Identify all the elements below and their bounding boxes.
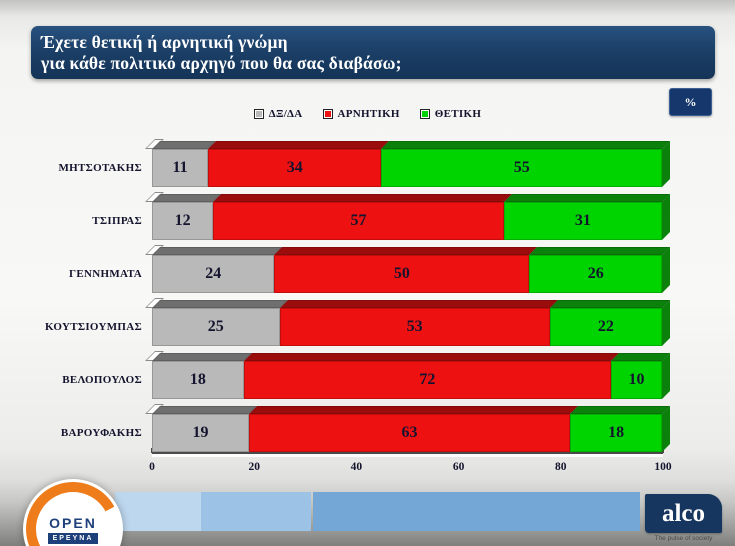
bar-value-label: 31 <box>574 212 591 229</box>
open-logo-inner: OPEN ΕΡΕΥΝΑ <box>36 492 110 546</box>
bar-segment-ΔΞ/ΔΑ: 25 <box>152 308 280 346</box>
bar-value-label: 53 <box>406 318 423 335</box>
legend-label: ΔΞ/ΔΑ <box>268 108 303 120</box>
open-logo-subtitle: ΕΡΕΥΝΑ <box>47 532 99 544</box>
legend-item: ΔΞ/ΔΑ <box>253 108 303 120</box>
bar-track: 25 53 22 <box>152 308 662 346</box>
bar-track: 18 72 10 <box>152 361 662 399</box>
bar-row: ΒΑΡΟΥΦΑΚΗΣ 19 63 18 <box>0 399 735 452</box>
bar-value-label: 34 <box>286 159 303 176</box>
x-axis-tick-label: 0 <box>149 461 155 473</box>
bar-row: ΜΗΤΣΟΤΑΚΗΣ 11 34 55 <box>0 134 735 187</box>
x-axis-tick-label: 40 <box>350 461 363 473</box>
category-label: ΒΑΡΟΥΦΑΚΗΣ <box>60 427 142 439</box>
bar-value-label: 25 <box>207 318 224 335</box>
bar-row: ΤΣΙΠΡΑΣ 12 57 31 <box>0 187 735 240</box>
bar-segment-ΘΕΤΙΚΗ: 10 <box>610 361 662 399</box>
footer-strip-segment-2 <box>201 492 311 531</box>
bar-segment-ΘΕΤΙΚΗ: 31 <box>503 202 662 240</box>
bar-value-label: 18 <box>608 424 625 441</box>
bar-value-label: 55 <box>513 159 530 176</box>
category-label: ΓΕΝΝΗΜΑΤΑ <box>69 268 142 280</box>
bar-track: 24 50 26 <box>152 255 662 293</box>
x-axis-tick-label: 100 <box>654 461 672 473</box>
bar-row: ΚΟΥΤΣΙΟΥΜΠΑΣ 25 53 22 <box>0 293 735 346</box>
x-axis-line <box>152 452 663 454</box>
bar-segment-ΑΡΝΗΤΙΚΗ: 57 <box>213 202 504 240</box>
legend-marker-icon <box>419 109 430 119</box>
bar-segment-ΘΕΤΙΚΗ: 22 <box>549 308 662 346</box>
bar-value-label: 72 <box>419 371 436 388</box>
legend-label: ΑΡΝΗΤΙΚΗ <box>337 108 400 120</box>
bar-value-label: 10 <box>628 371 645 388</box>
legend-label: ΘΕΤΙΚΗ <box>434 108 482 120</box>
chart-legend: ΔΞ/ΔΑ ΑΡΝΗΤΙΚΗ ΘΕΤΙΚΗ <box>0 108 735 120</box>
category-label: ΒΕΛΟΠΟΥΛΟΣ <box>62 374 142 386</box>
category-label: ΜΗΤΣΟΤΑΚΗΣ <box>58 162 142 174</box>
alco-logo: alco <box>645 494 722 533</box>
bar-value-label: 18 <box>189 371 206 388</box>
bar-value-label: 26 <box>587 265 604 282</box>
bar-segment-ΘΕΤΙΚΗ: 18 <box>570 414 662 452</box>
bar-row: ΓΕΝΝΗΜΑΤΑ 24 50 26 <box>0 240 735 293</box>
bar-row: ΒΕΛΟΠΟΥΛΟΣ 18 72 10 <box>0 346 735 399</box>
bar-segment-ΔΞ/ΔΑ: 18 <box>152 361 244 399</box>
open-logo-wordmark: OPEN <box>49 514 97 531</box>
legend-marker-icon <box>253 109 264 119</box>
bar-segment-ΑΡΝΗΤΙΚΗ: 72 <box>243 361 611 399</box>
open-tv-logo: OPEN ΕΡΕΥΝΑ <box>23 479 123 546</box>
bar-value-label: 57 <box>350 212 367 229</box>
bar-track: 19 63 18 <box>152 414 662 452</box>
bar-value-label: 24 <box>205 265 222 282</box>
bar-segment-ΑΡΝΗΤΙΚΗ: 53 <box>279 308 550 346</box>
bar-value-label: 12 <box>174 212 191 229</box>
bar-value-label: 50 <box>393 265 410 282</box>
bar-value-label: 22 <box>597 318 614 335</box>
bar-segment-ΑΡΝΗΤΙΚΗ: 50 <box>274 255 530 293</box>
alco-logo-tagline: The pulse of society <box>654 535 713 542</box>
bar-segment-ΑΡΝΗΤΙΚΗ: 34 <box>208 149 382 187</box>
bar-value-label: 11 <box>172 159 188 176</box>
bar-rows: ΜΗΤΣΟΤΑΚΗΣ 11 34 55 ΤΣΙΠΡΑΣ 12 57 31 ΓΕΝΝΗΜΑΤΑ 24… <box>0 134 735 452</box>
bar-segment-ΘΕΤΙΚΗ: 55 <box>381 149 662 187</box>
percent-unit-badge: % <box>669 88 712 116</box>
question-title-line1: Έχετε θετική ή αρνητική γνώμη <box>41 31 288 52</box>
legend-item: ΑΡΝΗΤΙΚΗ <box>322 108 400 120</box>
bar-segment-ΔΞ/ΔΑ: 12 <box>152 202 214 240</box>
bar-value-label: 19 <box>192 424 209 441</box>
bar-segment-ΑΡΝΗΤΙΚΗ: 63 <box>248 414 571 452</box>
bar-segment-ΔΞ/ΔΑ: 24 <box>152 255 275 293</box>
footer-strip-segment-1 <box>115 492 201 531</box>
bar-track: 11 34 55 <box>152 149 662 187</box>
x-axis: 0 20 40 60 80 100 <box>149 448 672 478</box>
legend-item: ΘΕΤΙΚΗ <box>419 108 482 120</box>
question-title-line2: για κάθε πολιτικό αρχηγό που θα σας διαβ… <box>41 52 402 73</box>
x-axis-floor <box>152 454 663 457</box>
x-axis-tick-label: 60 <box>452 461 465 473</box>
question-title-box: Έχετε θετική ή αρνητική γνώμη για κάθε π… <box>31 26 715 79</box>
bar-segment-ΘΕΤΙΚΗ: 26 <box>529 255 662 293</box>
bar-segment-ΔΞ/ΔΑ: 19 <box>152 414 249 452</box>
bar-value-label: 63 <box>401 424 418 441</box>
x-axis-tick-label: 20 <box>248 461 260 473</box>
x-axis-tick-label: 80 <box>555 461 567 473</box>
category-label: ΤΣΙΠΡΑΣ <box>92 215 142 227</box>
bar-track: 12 57 31 <box>152 202 662 240</box>
alco-logo-wordmark: alco <box>661 499 706 527</box>
category-label: ΚΟΥΤΣΙΟΥΜΠΑΣ <box>45 321 142 333</box>
bar-segment-ΔΞ/ΔΑ: 11 <box>152 149 209 187</box>
footer-strip-segment-3 <box>313 492 640 531</box>
legend-marker-icon <box>322 109 333 119</box>
